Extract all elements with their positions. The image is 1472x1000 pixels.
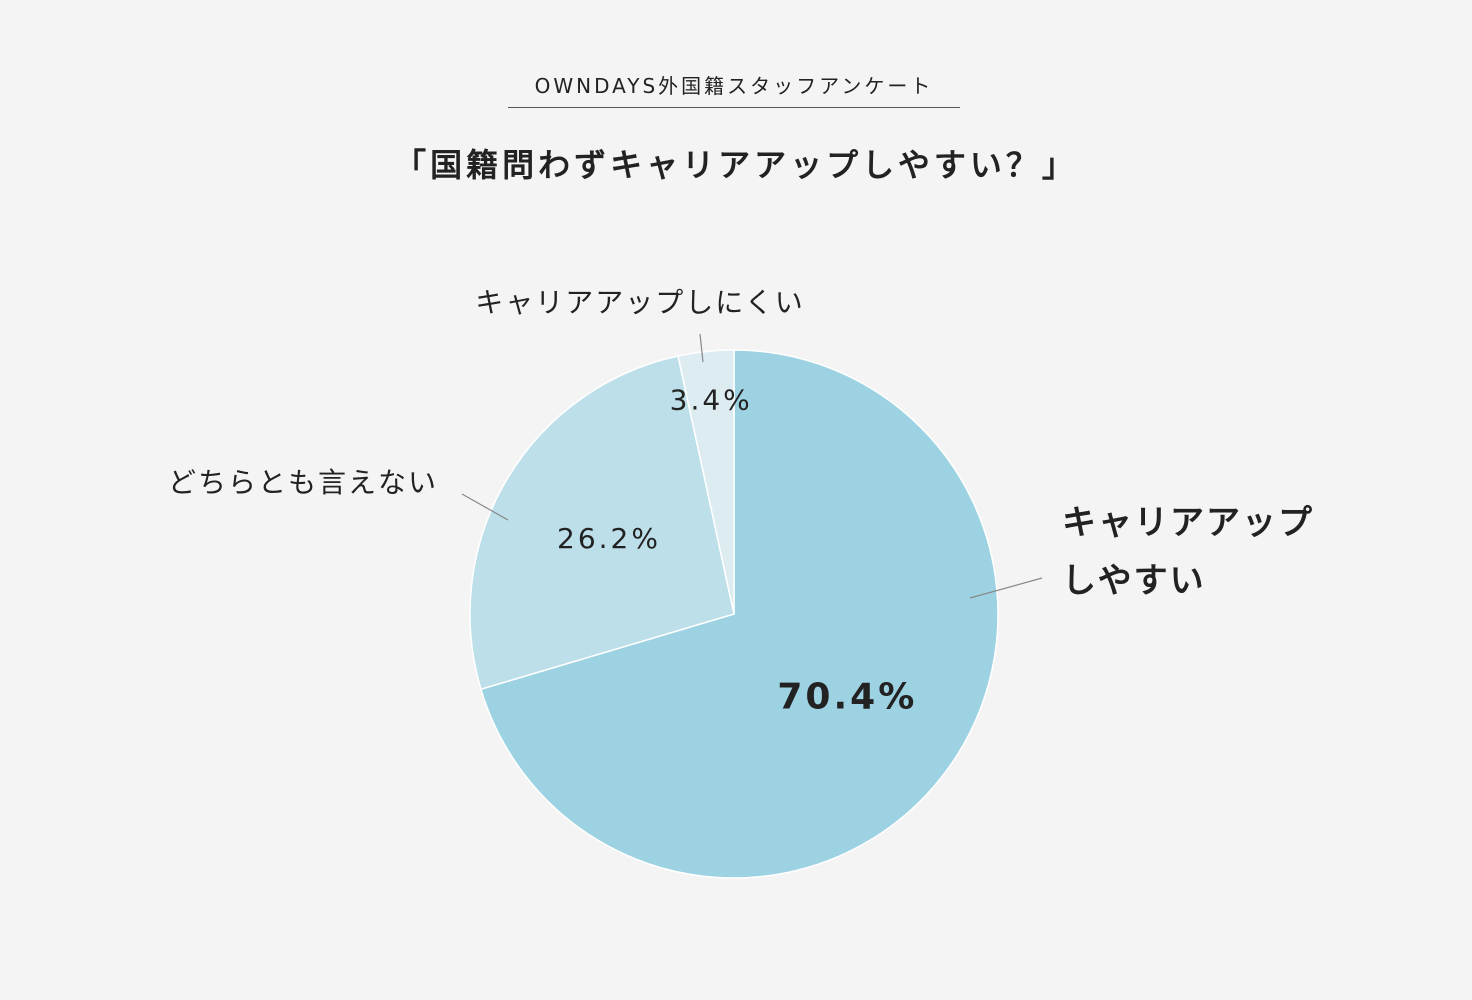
pie-slice-3	[677, 349, 735, 615]
slice-percent-label-2: 26.2%	[557, 522, 661, 555]
slice-percent-label-3: 3.4%	[670, 383, 753, 416]
slice-percent-label-1: 70.4%	[777, 677, 917, 718]
leader-line-1	[969, 577, 1043, 599]
slice-category-label-line: しやすい	[1062, 561, 1206, 601]
pie-slice-1	[480, 349, 999, 879]
slice-labels: 70.4% キャリアアップしやすい 26.2% どちらとも言えない 3.4% キャリアアッ…	[168, 286, 1314, 718]
slice-category-label-2: どちらとも言えない	[168, 466, 438, 499]
pie-slice-2	[469, 355, 735, 691]
pie-slices	[469, 349, 999, 879]
slice-category-label-1: キャリアアップしやすい	[1062, 503, 1314, 601]
leader-line-3	[699, 333, 704, 363]
chart-subtitle: OWNDAYS外国籍スタッフアンケート	[508, 70, 960, 108]
slice-category-label-line: どちらとも言えない	[168, 466, 438, 499]
leader-line-2	[461, 493, 509, 521]
chart-title: 「国籍問わずキャリアアップしやすい？」	[394, 146, 1078, 184]
slice-category-label-3: キャリアアップしにくい	[475, 286, 804, 319]
leader-lines	[461, 333, 1043, 599]
slice-category-label-line: キャリアアップしにくい	[475, 286, 804, 319]
slice-category-label-line: キャリアアップ	[1062, 503, 1314, 543]
